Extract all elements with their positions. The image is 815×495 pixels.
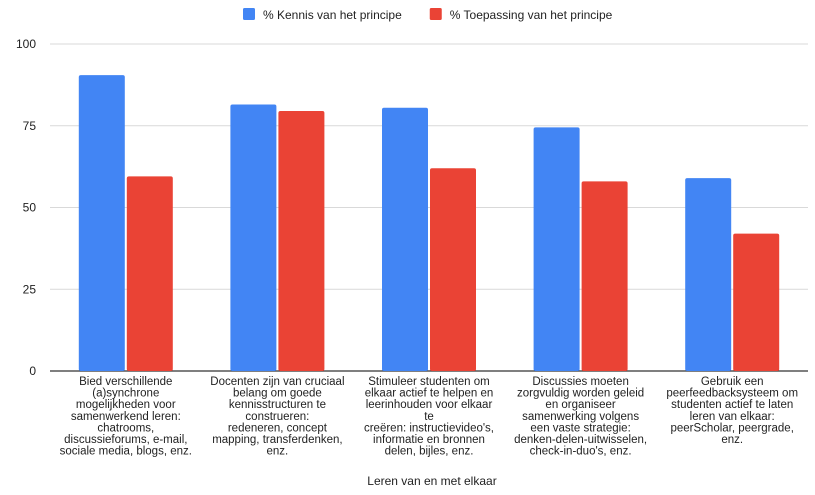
gridlines bbox=[50, 43, 808, 372]
x-category-label-line: elkaar actief te helpen en bbox=[365, 388, 494, 400]
y-tick-label: 100 bbox=[16, 37, 36, 51]
bar-kennis-3 bbox=[382, 107, 428, 371]
bar-kennis-2 bbox=[230, 104, 277, 372]
legend-item-toepassing: % Toepassing van het principe bbox=[429, 8, 613, 22]
bar-toepassing-2 bbox=[278, 111, 325, 371]
x-category-label-line: samenwerkend leren: bbox=[71, 411, 181, 423]
x-category-label-line: (a)synchrone bbox=[92, 388, 159, 400]
bars bbox=[78, 75, 780, 372]
y-tick-label: 75 bbox=[23, 119, 37, 133]
x-category-label-line: Gebruik een bbox=[701, 376, 764, 388]
x-category-label-line: check-in-duo's, enz. bbox=[530, 446, 632, 458]
x-category-label-line: denken-delen-uitwisselen, bbox=[514, 434, 647, 446]
legend-item-kennis: % Kennis van het principe bbox=[243, 8, 402, 22]
legend: % Kennis van het principe % Toepassing va… bbox=[243, 8, 613, 22]
x-axis-title: Leren van en met elkaar bbox=[367, 474, 496, 488]
bar-kennis-1 bbox=[78, 75, 125, 371]
bar-toepassing-4 bbox=[581, 181, 628, 371]
x-category-label-line: chatrooms, bbox=[97, 422, 154, 434]
bar-toepassing-1 bbox=[126, 176, 173, 371]
x-category-label-line: mogelijkheden voor bbox=[76, 399, 176, 411]
legend-swatch bbox=[429, 8, 442, 20]
x-category-label-line: samenwerking volgens bbox=[522, 411, 639, 423]
x-category-label: Stimuleer studenten om elkaar actief te h… bbox=[364, 376, 494, 458]
x-category-label-line: enz. bbox=[721, 434, 743, 446]
x-category-label-line: informatie en bronnen bbox=[373, 434, 485, 446]
x-category-label-line: leerinhouden voor elkaar bbox=[366, 399, 493, 411]
x-category-label-line: sociale media, blogs, enz. bbox=[60, 446, 192, 458]
x-category-label-line: construeren: bbox=[245, 411, 309, 423]
legend-swatch bbox=[243, 8, 255, 20]
x-category-label: Docenten zijn van cruciaal belang om goed… bbox=[210, 376, 344, 458]
x-category-label: Gebruik een peerfeedbacksysteem om student… bbox=[666, 376, 798, 446]
x-category-label-line: peerfeedbacksysteem om bbox=[666, 388, 798, 400]
x-axis: Bied verschillende (a)synchrone mogelijkhe… bbox=[60, 376, 798, 458]
x-category-label-line: enz. bbox=[267, 446, 289, 458]
bar-toepassing-5 bbox=[733, 233, 780, 371]
x-category-label-line: en organiseer bbox=[545, 399, 615, 411]
legend-label: % Kennis van het principe bbox=[263, 8, 402, 22]
x-category-label-line: leren van elkaar: bbox=[690, 411, 775, 423]
x-category-label-line: Bied verschillende bbox=[79, 376, 172, 388]
x-category-label-line: studenten actief te laten bbox=[671, 399, 793, 411]
x-category-label-line: redeneren, concept bbox=[228, 422, 328, 434]
x-category-label-line: creëren: instructievideo's, bbox=[364, 422, 494, 434]
y-tick-label: 0 bbox=[29, 364, 36, 378]
x-category-label-line: discussieforums, e-mail, bbox=[64, 434, 187, 446]
x-category-label-line: mapping, transferdenken, bbox=[212, 434, 342, 446]
x-category-label-line: Stimuleer studenten om bbox=[368, 376, 489, 388]
x-category-label: Bied verschillende (a)synchrone mogelijkhe… bbox=[60, 376, 192, 458]
x-category-label-line: een vaste strategie: bbox=[530, 422, 630, 434]
x-category-label-line: Docenten zijn van cruciaal bbox=[210, 376, 344, 388]
x-category-label-line: belang om goede bbox=[233, 388, 322, 400]
y-axis: 0 25 50 75 100 bbox=[16, 37, 36, 378]
x-category-label-line: te bbox=[424, 411, 434, 423]
x-category-label-line: kennisstructuren te bbox=[229, 399, 326, 411]
x-category-label-line: Discussies moeten bbox=[532, 376, 629, 388]
legend-label: % Toepassing van het principe bbox=[450, 8, 613, 22]
x-category-label-line: zorgvuldig worden geleid bbox=[517, 388, 644, 400]
x-category-label-line: delen, bijles, enz. bbox=[385, 446, 474, 458]
x-category-label-line: peerScholar, peergrade, bbox=[671, 422, 794, 434]
bar-kennis-4 bbox=[533, 127, 580, 371]
bar-toepassing-3 bbox=[430, 168, 476, 371]
bar-kennis-5 bbox=[685, 178, 732, 371]
x-category-label: Discussies moeten zorgvuldig worden gelei… bbox=[514, 376, 647, 458]
y-tick-label: 50 bbox=[23, 201, 37, 215]
y-tick-label: 25 bbox=[23, 282, 37, 296]
